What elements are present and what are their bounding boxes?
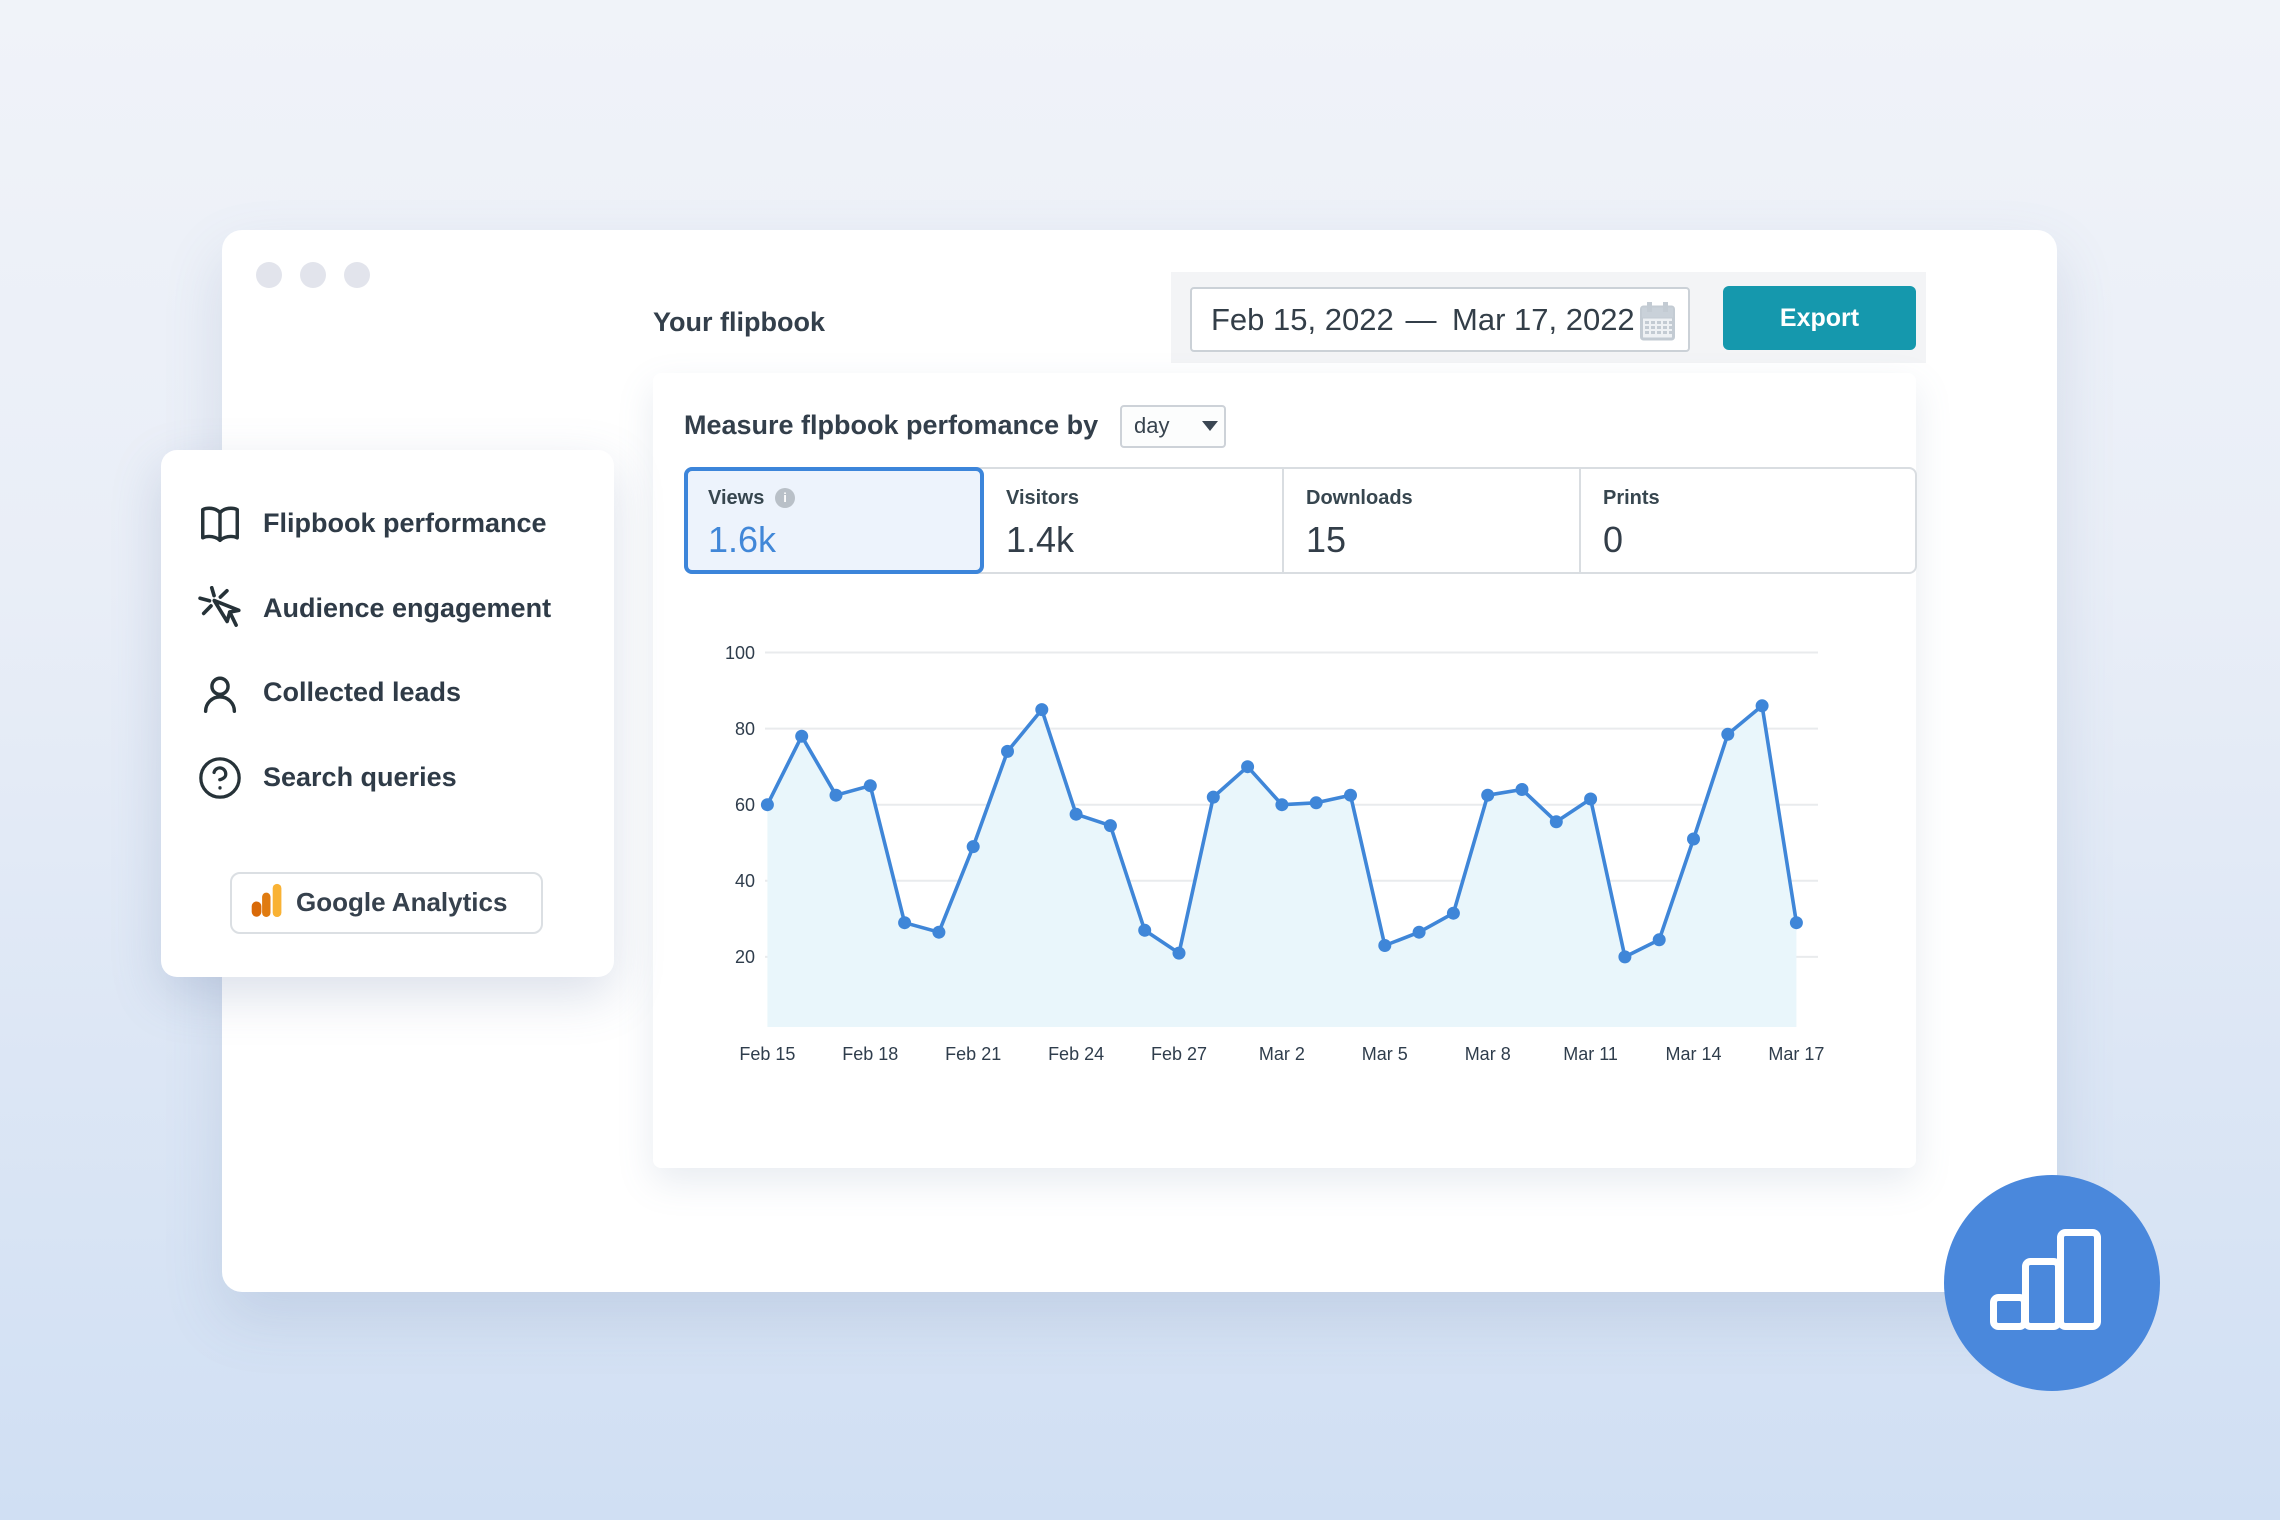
svg-text:Feb 24: Feb 24 — [1048, 1044, 1104, 1064]
svg-text:100: 100 — [725, 643, 755, 663]
svg-text:Mar 2: Mar 2 — [1259, 1044, 1305, 1064]
svg-text:Feb 21: Feb 21 — [945, 1044, 1001, 1064]
svg-text:40: 40 — [735, 871, 755, 891]
svg-text:20: 20 — [735, 947, 755, 967]
svg-text:Mar 5: Mar 5 — [1362, 1044, 1408, 1064]
svg-text:Feb 27: Feb 27 — [1151, 1044, 1207, 1064]
svg-text:Feb 18: Feb 18 — [842, 1044, 898, 1064]
svg-text:Mar 17: Mar 17 — [1768, 1044, 1824, 1064]
svg-text:Mar 8: Mar 8 — [1465, 1044, 1511, 1064]
svg-text:80: 80 — [735, 719, 755, 739]
svg-text:60: 60 — [735, 795, 755, 815]
svg-text:Mar 11: Mar 11 — [1563, 1044, 1618, 1064]
svg-text:Feb 15: Feb 15 — [739, 1044, 795, 1064]
svg-text:Mar 14: Mar 14 — [1665, 1044, 1721, 1064]
